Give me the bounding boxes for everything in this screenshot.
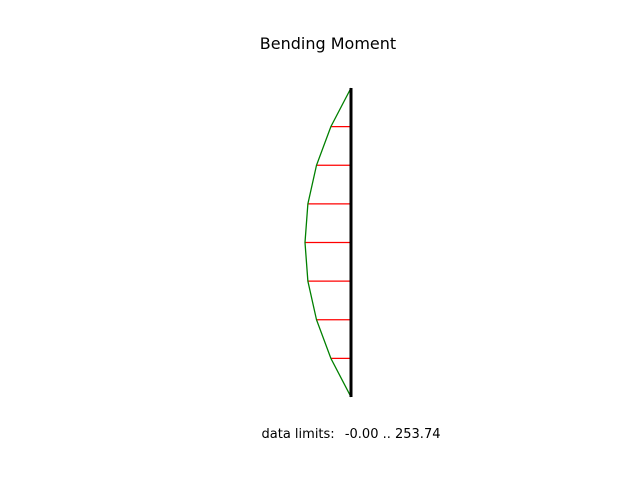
moment-curve bbox=[304, 87, 352, 398]
diagram-title: Bending Moment bbox=[260, 34, 396, 53]
data-limits-text: data limits: -0.00 .. 253.74 bbox=[262, 427, 441, 442]
data-limits-range: -0.00 .. 253.74 bbox=[345, 427, 441, 442]
data-limits-label: data limits: bbox=[262, 427, 335, 442]
hatch-lines bbox=[305, 125, 351, 360]
